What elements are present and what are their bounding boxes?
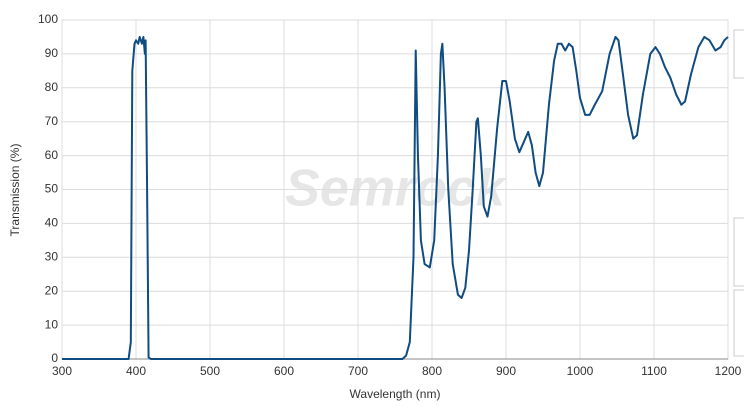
side-panel <box>733 29 744 79</box>
y-tick-label: 60 <box>45 148 59 162</box>
data-line <box>62 35 729 360</box>
x-axis-label: Wavelength (nm) <box>350 387 441 401</box>
x-tick-label: 900 <box>496 364 516 378</box>
y-tick-label: 70 <box>45 114 59 128</box>
y-tick-label: 10 <box>45 317 59 331</box>
x-tick-label: 1000 <box>567 364 594 378</box>
y-tick-label: 80 <box>45 80 59 94</box>
x-tick-label: 600 <box>274 364 294 378</box>
x-tick-label: 700 <box>348 364 368 378</box>
x-tick-label: 400 <box>126 364 146 378</box>
x-tick-label: 1100 <box>641 364 667 378</box>
y-tick-label: 30 <box>45 249 59 263</box>
y-tick-label: 0 <box>51 351 58 365</box>
y-tick-label: 90 <box>45 46 59 60</box>
y-tick-label: 100 <box>38 12 58 26</box>
x-tick-label: 300 <box>52 364 72 378</box>
y-tick-label: 40 <box>45 216 59 230</box>
side-panel <box>733 289 744 357</box>
x-tick-label: 800 <box>422 364 442 378</box>
y-tick-label: 50 <box>45 182 59 196</box>
side-panel <box>733 217 744 287</box>
y-tick-label: 20 <box>45 283 59 297</box>
y-axis-label: Transmission (%) <box>8 144 22 237</box>
x-tick-label: 500 <box>200 364 220 378</box>
x-tick-label: 1200 <box>715 364 742 378</box>
